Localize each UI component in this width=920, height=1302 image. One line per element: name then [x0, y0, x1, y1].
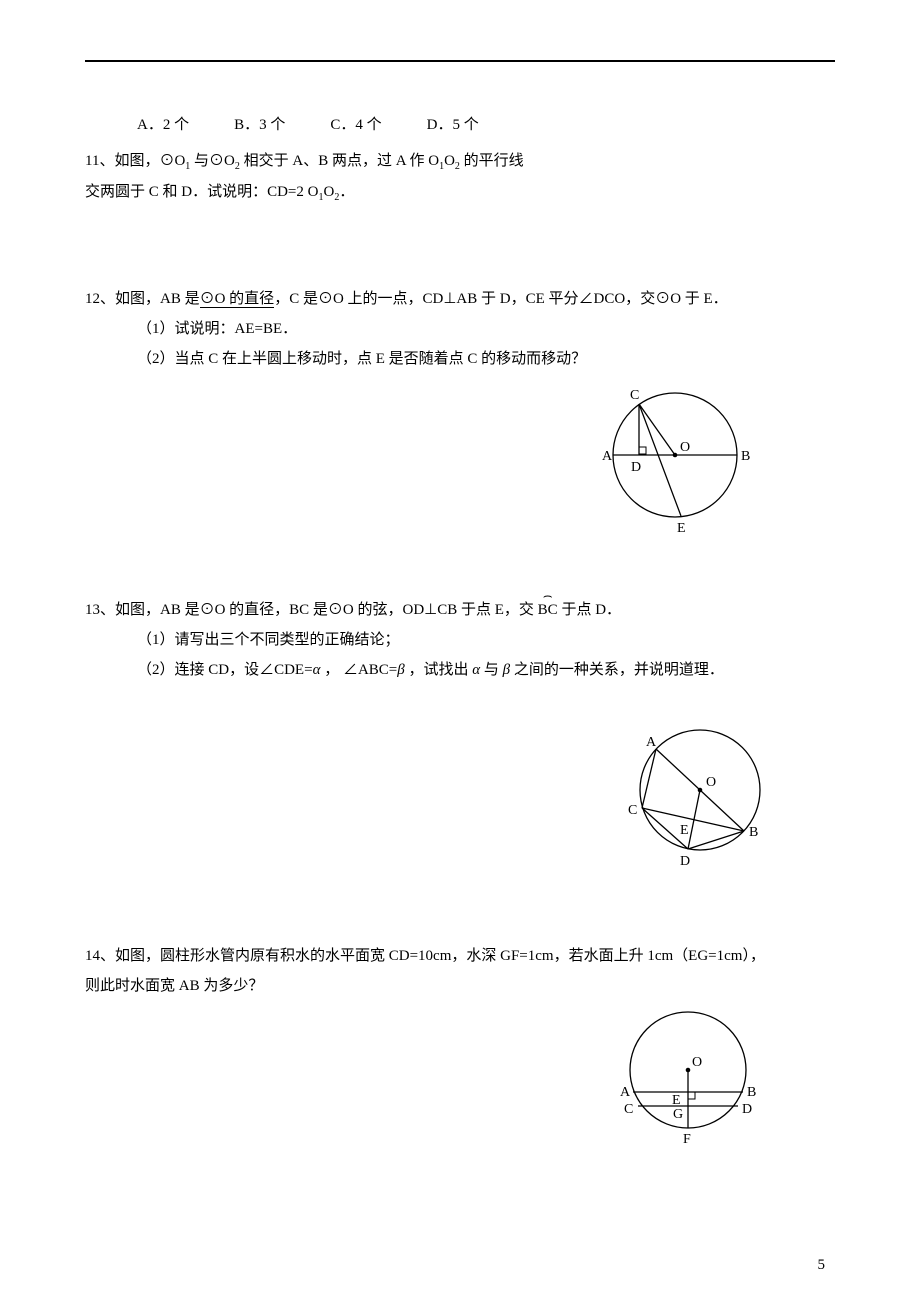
page-number: 5: [818, 1257, 826, 1274]
lbl-D: D: [631, 460, 641, 475]
q14-line2: 则此时水面宽 AB 为多少？: [85, 971, 835, 1001]
header-rule: [85, 60, 835, 62]
lbl-E: E: [672, 1093, 681, 1108]
lbl-E: E: [677, 521, 686, 535]
opt-a: A．2 个: [137, 117, 189, 133]
lbl-G: G: [673, 1107, 683, 1122]
q13-line2: （1）请写出三个不同类型的正确结论；: [85, 625, 835, 655]
q14: 14、如图，圆柱形水管内原有积水的水平面宽 CD=10cm，水深 GF=1cm，…: [85, 941, 835, 1001]
q12: 12、如图，AB 是⊙O 的直径，C 是⊙O 上的一点，CD⊥AB 于 D，CE…: [85, 284, 835, 374]
lbl-O: O: [692, 1055, 702, 1070]
lbl-A: A: [602, 449, 613, 464]
q13-line1: 13、如图，AB 是⊙O 的直径，BC 是⊙O 的弦，OD⊥CB 于点 E，交 …: [85, 595, 835, 625]
lbl-E: E: [680, 823, 689, 838]
lbl-B: B: [747, 1085, 756, 1100]
lbl-D: D: [680, 854, 690, 869]
lbl-C: C: [630, 388, 639, 403]
lbl-O: O: [680, 440, 690, 455]
q12-line1: 12、如图，AB 是⊙O 的直径，C 是⊙O 上的一点，CD⊥AB 于 D，CE…: [85, 284, 835, 314]
lbl-C: C: [628, 803, 637, 818]
lbl-B: B: [741, 449, 750, 464]
q12-line2: （1）试说明：AE=BE．: [85, 314, 835, 344]
q13-line3: （2）连接 CD，设∠CDE=α ， ∠ABC=β ，试找出 α 与 β 之间的…: [85, 655, 835, 685]
page-content: A．2 个 B．3 个 C．4 个 D．5 个 11、如图，⊙O1 与⊙O2 相…: [85, 110, 835, 1007]
q13: 13、如图，AB 是⊙O 的直径，BC 是⊙O 的弦，OD⊥CB 于点 E，交 …: [85, 595, 835, 685]
q14-figure: A B C D E G F O: [610, 1010, 770, 1161]
opt-d: D．5 个: [427, 117, 479, 133]
lbl-A: A: [646, 735, 657, 750]
q11: 11、如图，⊙O1 与⊙O2 相交于 A、B 两点，过 A 作 O1O2 的平行…: [85, 146, 835, 208]
q14-svg: A B C D E G F O: [610, 1010, 770, 1150]
q13-figure: A B C D E O: [620, 726, 780, 882]
q12-svg: A B C D E O: [595, 385, 765, 535]
q11-line2: 交两圆于 C 和 D．试说明：CD=2 O1O2．: [85, 177, 835, 208]
spacer: [85, 214, 835, 284]
lbl-C: C: [624, 1102, 633, 1117]
q10-options: A．2 个 B．3 个 C．4 个 D．5 个: [85, 110, 835, 140]
lbl-F: F: [683, 1132, 691, 1147]
q11-line1: 11、如图，⊙O1 与⊙O2 相交于 A、B 两点，过 A 作 O1O2 的平行…: [85, 146, 835, 177]
lbl-B: B: [749, 825, 758, 840]
q12-figure: A B C D E O: [595, 385, 765, 546]
q12-line3: （2）当点 C 在上半圆上移动时，点 E 是否随着点 C 的移动而移动？: [85, 344, 835, 374]
opt-c: C．4 个: [330, 117, 381, 133]
q13-svg: A B C D E O: [620, 726, 780, 871]
lbl-D: D: [742, 1102, 752, 1117]
lbl-O: O: [706, 775, 716, 790]
q14-line1: 14、如图，圆柱形水管内原有积水的水平面宽 CD=10cm，水深 GF=1cm，…: [85, 941, 835, 971]
opt-b: B．3 个: [234, 117, 285, 133]
lbl-A: A: [620, 1085, 631, 1100]
